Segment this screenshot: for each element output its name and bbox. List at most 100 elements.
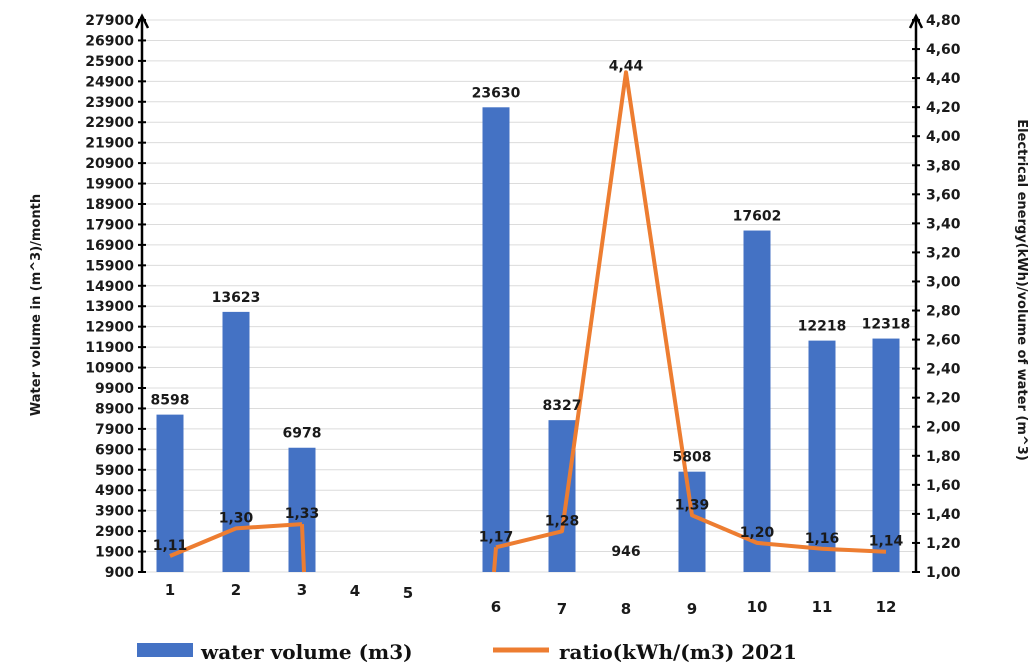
x-tick-label: 2: [231, 581, 241, 599]
legend-swatch-water-volume: [137, 643, 193, 657]
y-right-tick-label: 4,60: [926, 42, 961, 58]
y-right-tick-label: 4,80: [926, 13, 961, 29]
y-right-tick-label: 2,40: [926, 362, 961, 378]
line-data-label: 1,11: [153, 538, 188, 554]
x-tick-label: 9: [687, 600, 697, 618]
bar-data-label: 23630: [472, 85, 521, 101]
gridlines: [142, 19, 916, 573]
y-left-tick-label: 22900: [85, 115, 134, 131]
ratio-line-segment: [169, 522, 303, 558]
line-data-label: 4,44: [609, 58, 644, 74]
bar-data-label: 946: [611, 544, 640, 560]
y-left-tick-label: 18900: [85, 197, 134, 213]
x-tick-label: 6: [491, 598, 501, 616]
y-left-tick-label: 14900: [85, 279, 134, 295]
line-data-label: 1,16: [805, 531, 840, 547]
y-left-tick-label: 25900: [85, 54, 134, 70]
y-right-tick-label: 3,20: [926, 245, 961, 261]
y-left-tick-label: 1900: [95, 545, 134, 561]
bar-data-label: 12218: [798, 319, 847, 335]
line-data-label: 1,33: [285, 506, 320, 522]
y-left-tick-label: 23900: [85, 95, 134, 111]
y-left-tick-label: 13900: [85, 299, 134, 315]
y-right-axis-title: Electrical energy(kWh)/volume of water (…: [1014, 119, 1028, 461]
x-tick-label: 11: [812, 598, 833, 616]
y-left-tick-label: 21900: [85, 136, 134, 152]
legend: water volume (m3) ratio(kWh/(m3) 2021: [137, 640, 797, 664]
x-tick-label: 10: [747, 598, 768, 616]
y-left-tick-label: 2900: [95, 524, 134, 540]
y-left-tick-label: 9900: [95, 381, 134, 397]
y-left-tick-label: 24900: [85, 74, 134, 90]
y-right-tick-label: 1,60: [926, 478, 961, 494]
y-left-tick-label: 7900: [95, 422, 134, 438]
bar-data-label: 17602: [733, 209, 782, 225]
axes: 900 1900 2900 3900 4900 5900 6900 7900 8900 9900 1…: [85, 13, 961, 618]
y-left-tick-label: 26900: [85, 33, 134, 49]
y-left-axis-title: Water volume in (m^3)/month: [29, 194, 44, 416]
y-right-tick-label: 4,00: [926, 129, 961, 145]
y-left-tick-label: 27900: [85, 13, 134, 29]
y-left-tick-label: 19900: [85, 177, 134, 193]
bar: [548, 420, 576, 572]
x-tick-label: 8: [621, 600, 631, 618]
bar: [482, 107, 510, 572]
line-data-label: 1,28: [545, 513, 580, 529]
bar-data-label: 12318: [862, 317, 911, 333]
data-labels: 8598 13623 6978 23630 8327 946 5808 17602 12218 1…: [151, 58, 911, 560]
bar: [156, 414, 184, 572]
x-tick-label: 7: [557, 600, 567, 618]
x-tick-label: 3: [297, 581, 307, 599]
y-left-tick-label: 10900: [85, 361, 134, 377]
line-data-label: 1,17: [479, 529, 514, 545]
x-tick-label: 12: [876, 598, 897, 616]
y-left-tick-label: 11900: [85, 340, 134, 356]
bar-data-label: 13623: [212, 290, 261, 306]
bar-series: [156, 107, 900, 572]
bar-data-label: 6978: [283, 426, 322, 442]
y-left-tick-label: 16900: [85, 238, 134, 254]
y-left-tick-label: 8900: [95, 401, 134, 417]
y-right-tick-label: 1,80: [926, 449, 961, 465]
y-right-tick-label: 3,60: [926, 187, 961, 203]
y-left-tick-label: 6900: [95, 442, 134, 458]
y-left-tick-label: 15900: [85, 258, 134, 274]
y-right-tick-label: 2,60: [926, 333, 961, 349]
y-right-tick-label: 2,80: [926, 304, 961, 320]
y-left-tick-label: 12900: [85, 320, 134, 336]
x-tick-label: 4: [350, 582, 360, 600]
y-right-tick-label: 3,80: [926, 158, 961, 174]
bar: [743, 230, 771, 572]
ratio-line-drop: [300, 523, 306, 573]
bar: [678, 471, 706, 572]
y-left-tick-label: 4900: [95, 483, 134, 499]
y-right-tick-label: 1,40: [926, 507, 961, 523]
ratio-line-drop: [492, 547, 498, 573]
y-right-tick-label: 2,00: [926, 420, 961, 436]
bar: [872, 338, 900, 572]
bar-data-label: 8598: [151, 393, 190, 409]
y-right-tick-label: 4,40: [926, 71, 961, 87]
ratio-line-segment: [495, 70, 887, 554]
y-right-tick-label: 3,00: [926, 274, 961, 290]
line-data-label: 1,20: [740, 525, 775, 541]
y-right-tick-label: 1,00: [926, 565, 961, 581]
y-left-axis-arrow: [134, 13, 150, 29]
y-right-tick-label: 2,20: [926, 391, 961, 407]
y-right-tick-label: 4,20: [926, 100, 961, 116]
legend-label-water-volume: water volume (m3): [200, 640, 413, 664]
x-tick-label: 1: [165, 581, 175, 599]
bar-data-label: 8327: [543, 398, 582, 414]
y-left-tick-label: 900: [105, 565, 134, 581]
y-right-tick-label: 3,40: [926, 216, 961, 232]
line-series: [169, 70, 887, 573]
y-left-tick-label: 5900: [95, 463, 134, 479]
line-data-label: 1,14: [869, 534, 904, 550]
line-data-label: 1,39: [675, 497, 710, 513]
bar: [808, 340, 836, 572]
x-tick-label: 5: [403, 584, 413, 602]
bar-data-label: 5808: [673, 450, 712, 466]
line-data-label: 1,30: [219, 510, 254, 526]
y-right-tick-label: 1,20: [926, 536, 961, 552]
